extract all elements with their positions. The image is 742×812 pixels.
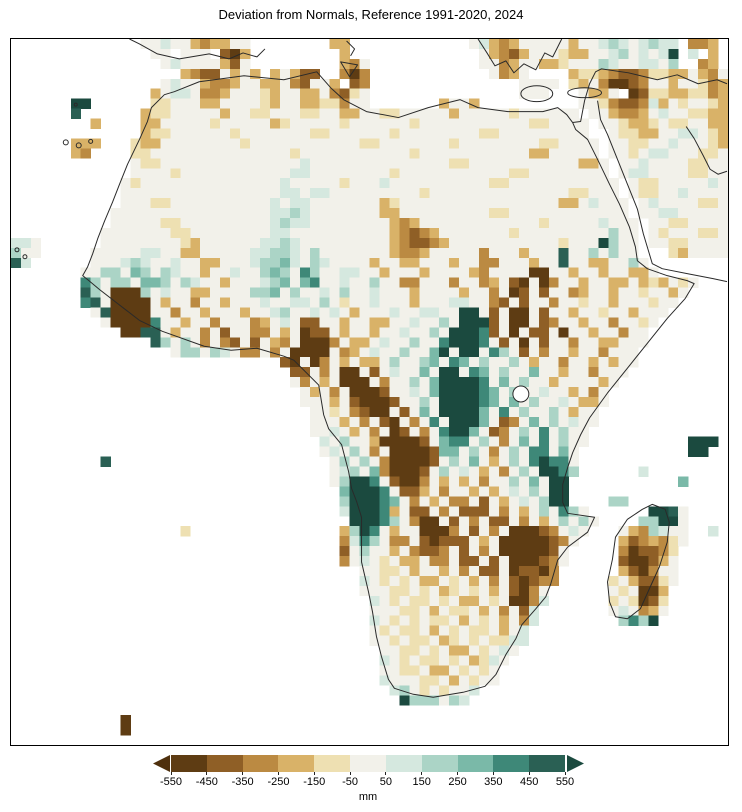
colorbar-tick [457, 772, 459, 775]
colorbar-segment [206, 755, 243, 772]
colorbar-tick [385, 772, 387, 775]
island-capeverde-1 [14, 247, 20, 253]
lake-victoria [512, 385, 530, 403]
colorbar-segment [493, 755, 530, 772]
raster-grid [11, 39, 728, 736]
island-canary-3 [88, 138, 94, 144]
island-canary-1 [62, 139, 69, 146]
colorbar-tick [277, 772, 279, 775]
colorbar-segment [529, 755, 565, 772]
coastline-persian-gulf [685, 126, 728, 175]
coastline-layer [14, 39, 728, 698]
colorbar-tick-label: 250 [448, 776, 467, 788]
colorbar-segment [385, 755, 422, 772]
colorbar-tick-label: -50 [342, 776, 359, 788]
colorbar-left-arrow-icon [153, 755, 170, 772]
map-title: Deviation from Normals, Reference 1991-2… [218, 7, 524, 22]
colorbar-tick [242, 772, 244, 775]
colorbar-tick [492, 772, 494, 775]
colorbar-segment [314, 755, 351, 772]
colorbar: mm -550 -450 -350 -250 -150 -50 50 150 250 350 450… [0, 748, 742, 812]
colorbar-tick-label: 550 [555, 776, 575, 788]
africa-anomaly-raster [11, 39, 728, 736]
colorbar-right-arrow-icon [567, 755, 584, 772]
colorbar-segment [242, 755, 279, 772]
colorbar-tick [564, 772, 566, 775]
colorbar-tick [313, 772, 315, 775]
colorbar-segment [171, 755, 207, 772]
colorbar-segment [457, 755, 494, 772]
colorbar-unit-label: mm [358, 791, 378, 803]
colorbar-tick-label: 450 [519, 776, 539, 788]
colorbar-segment [350, 755, 386, 772]
colorbar-tick-label: -250 [267, 776, 290, 788]
coastline-greece [477, 39, 563, 74]
island-capeverde-2 [22, 254, 28, 260]
colorbar-tick [421, 772, 423, 775]
colorbar-tick [528, 772, 530, 775]
colorbar-tick-label: -350 [231, 776, 254, 788]
coastline-arabia [597, 100, 728, 283]
colorbar-gradient-body [171, 755, 565, 772]
colorbar-tick [349, 772, 351, 775]
colorbar-tick [206, 772, 208, 775]
map-frame [10, 38, 729, 746]
coastline-africa [82, 71, 695, 698]
coastline-crete [567, 87, 603, 99]
colorbar-tick-label: 150 [412, 776, 431, 788]
colorbar-tick [170, 772, 172, 775]
colorbar-segment [278, 755, 315, 772]
island-canary-2 [75, 142, 82, 149]
colorbar-tick-label: 350 [484, 776, 503, 788]
coastline-madagascar [607, 503, 670, 620]
island-madeira [73, 102, 78, 107]
coastline-cyprus [520, 85, 554, 103]
colorbar-tick-label: 50 [379, 776, 393, 788]
colorbar-tick-label: -550 [159, 776, 183, 788]
coastline-turkey-levant [572, 68, 728, 124]
coastline-iberia [129, 39, 266, 60]
colorbar-tick-label: -150 [303, 776, 326, 788]
colorbar-tick-label: -450 [195, 776, 218, 788]
coastline-sicily [340, 40, 359, 78]
colorbar-segment [421, 755, 458, 772]
